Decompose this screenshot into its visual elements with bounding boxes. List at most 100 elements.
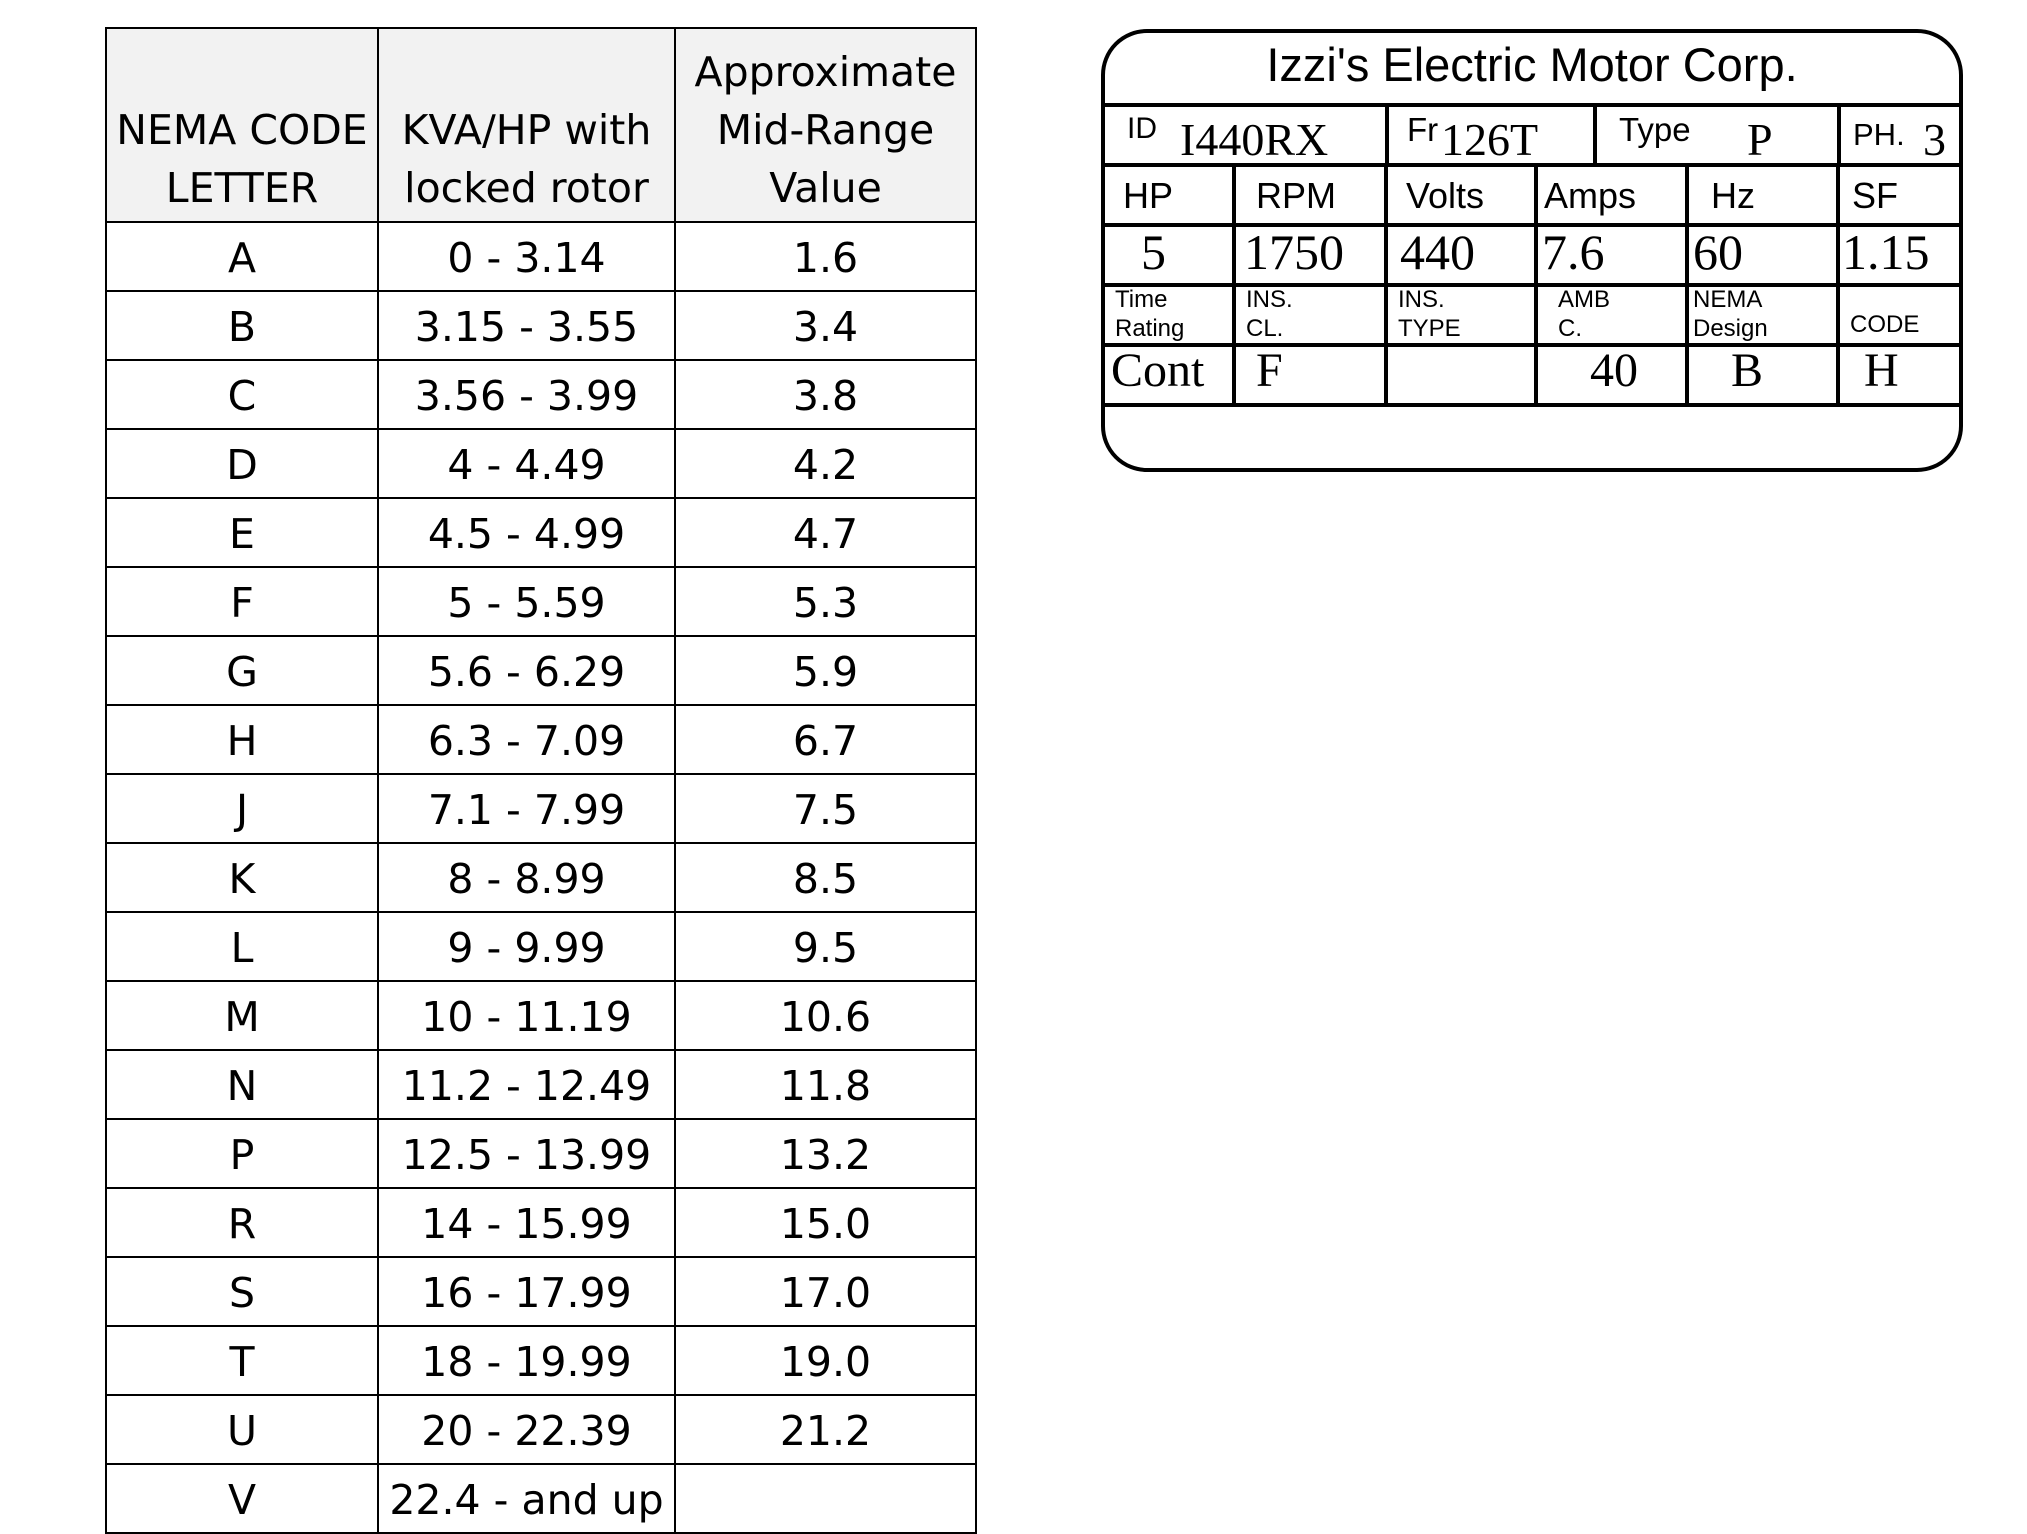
nema-design-value-cell: B (1689, 343, 1840, 403)
kva-range-cell: 20 - 22.39 (377, 1394, 676, 1465)
mid-value-cell: 10.6 (674, 980, 977, 1051)
kva-range-cell: 5 - 5.59 (377, 566, 676, 637)
time-rating-value: Cont (1111, 344, 1205, 397)
volts-value-cell: 440 (1388, 223, 1538, 283)
nema-code-table: NEMA CODE LETTER KVA/HP with locked roto… (105, 27, 977, 1534)
kva-range-cell: 3.15 - 3.55 (377, 290, 676, 361)
nameplate-title: Izzi's Electric Motor Corp. (1105, 33, 1959, 107)
header-text: Approximate (694, 48, 957, 96)
phase-cell: PH. 3 (1841, 103, 1959, 163)
frame-label: Fr (1407, 111, 1439, 148)
label-line: Time (1115, 286, 1168, 313)
time-rating-label: Time Rating (1115, 285, 1184, 343)
code-letter-cell: D (105, 428, 379, 499)
header-mid-range-value: Approximate Mid-Range Value (674, 27, 977, 223)
kva-range-cell: 14 - 15.99 (377, 1187, 676, 1258)
kva-range-cell: 9 - 9.99 (377, 911, 676, 982)
id-cell: ID I440RX (1105, 103, 1389, 163)
nameplate-row-spec-labels: Time Rating INS. CL. INS. TYPE AMB C. NEMA De… (1105, 283, 1959, 347)
table-row: B 3.15 - 3.55 3.4 (105, 290, 977, 361)
table-row: S 16 - 17.99 17.0 (105, 1256, 977, 1327)
kva-range-cell: 18 - 19.99 (377, 1325, 676, 1396)
hz-value-cell: 60 (1689, 223, 1840, 283)
rpm-value-cell: 1750 (1236, 223, 1388, 283)
volts-value: 440 (1400, 224, 1475, 280)
header-text: KVA/HP with (401, 106, 652, 154)
code-letter-cell: K (105, 842, 379, 913)
amps-value: 7.6 (1542, 224, 1605, 280)
mid-value-cell: 1.6 (674, 221, 977, 292)
nameplate-blank-footer (1105, 403, 1959, 468)
table-row: T 18 - 19.99 19.0 (105, 1325, 977, 1396)
ins-class-label: INS. CL. (1246, 285, 1293, 343)
code-letter-cell: H (105, 704, 379, 775)
mid-value-cell: 15.0 (674, 1187, 977, 1258)
kva-range-cell: 6.3 - 7.09 (377, 704, 676, 775)
table-row: P 12.5 - 13.99 13.2 (105, 1118, 977, 1189)
kva-range-cell: 16 - 17.99 (377, 1256, 676, 1327)
mid-value-cell: 13.2 (674, 1118, 977, 1189)
mid-value-cell: 5.9 (674, 635, 977, 706)
nema-design-label-cell: NEMA Design (1689, 283, 1840, 343)
kva-range-cell: 4 - 4.49 (377, 428, 676, 499)
code-label-cell: CODE (1840, 283, 1959, 343)
ins-class-value: F (1256, 344, 1283, 397)
hz-label: Hz (1711, 175, 1755, 216)
kva-range-cell: 10 - 11.19 (377, 980, 676, 1051)
code-letter-cell: V (105, 1463, 379, 1534)
header-text: Mid-Range (716, 106, 935, 154)
rpm-label: RPM (1256, 175, 1336, 216)
code-letter-cell: U (105, 1394, 379, 1465)
code-value-cell: H (1840, 343, 1959, 403)
header-kva-per-hp: KVA/HP with locked rotor (377, 27, 676, 223)
table-row: G 5.6 - 6.29 5.9 (105, 635, 977, 706)
phase-value: 3 (1923, 114, 1946, 163)
table-header-row: NEMA CODE LETTER KVA/HP with locked roto… (105, 27, 977, 223)
ins-type-label-cell: INS. TYPE (1388, 283, 1538, 343)
mid-value-cell: 6.7 (674, 704, 977, 775)
nema-design-label: NEMA Design (1693, 285, 1768, 343)
mid-value-cell: 3.4 (674, 290, 977, 361)
mid-value-cell: 8.5 (674, 842, 977, 913)
sf-value-cell: 1.15 (1840, 223, 1959, 283)
kva-range-cell: 7.1 - 7.99 (377, 773, 676, 844)
code-letter-cell: G (105, 635, 379, 706)
frame-value: 126T (1441, 114, 1539, 163)
frame-cell: Fr 126T (1389, 103, 1597, 163)
code-letter-cell: S (105, 1256, 379, 1327)
table-row: H 6.3 - 7.09 6.7 (105, 704, 977, 775)
type-value: P (1747, 114, 1773, 163)
type-cell: Type P (1597, 103, 1841, 163)
table-row: C 3.56 - 3.99 3.8 (105, 359, 977, 430)
code-letter-cell: F (105, 566, 379, 637)
nameplate-row-rating-labels: HP RPM Volts Amps Hz SF (1105, 163, 1959, 227)
id-label: ID (1127, 112, 1157, 145)
amps-value-cell: 7.6 (1538, 223, 1689, 283)
code-letter-cell: E (105, 497, 379, 568)
sf-label: SF (1852, 175, 1899, 216)
mid-value-cell: 4.2 (674, 428, 977, 499)
code-letter-cell: N (105, 1049, 379, 1120)
table-row: R 14 - 15.99 15.0 (105, 1187, 977, 1258)
mid-value-cell: 4.7 (674, 497, 977, 568)
ins-class-label-cell: INS. CL. (1236, 283, 1388, 343)
table-row: V 22.4 - and up (105, 1463, 977, 1534)
sf-label-cell: SF (1840, 163, 1959, 223)
time-rating-label-cell: Time Rating (1105, 283, 1236, 343)
sf-value: 1.15 (1842, 224, 1930, 280)
kva-range-cell: 5.6 - 6.29 (377, 635, 676, 706)
code-letter-cell: C (105, 359, 379, 430)
code-letter-cell: T (105, 1325, 379, 1396)
ambient-value-cell: 40 (1538, 343, 1689, 403)
hp-label: HP (1123, 175, 1174, 216)
header-text: LETTER (165, 164, 319, 212)
motor-nameplate: Izzi's Electric Motor Corp. ID I440RX Fr… (1101, 29, 1963, 472)
kva-range-cell: 4.5 - 4.99 (377, 497, 676, 568)
label-line: INS. (1398, 286, 1445, 313)
volts-label-cell: Volts (1388, 163, 1538, 223)
mid-value-cell: 7.5 (674, 773, 977, 844)
